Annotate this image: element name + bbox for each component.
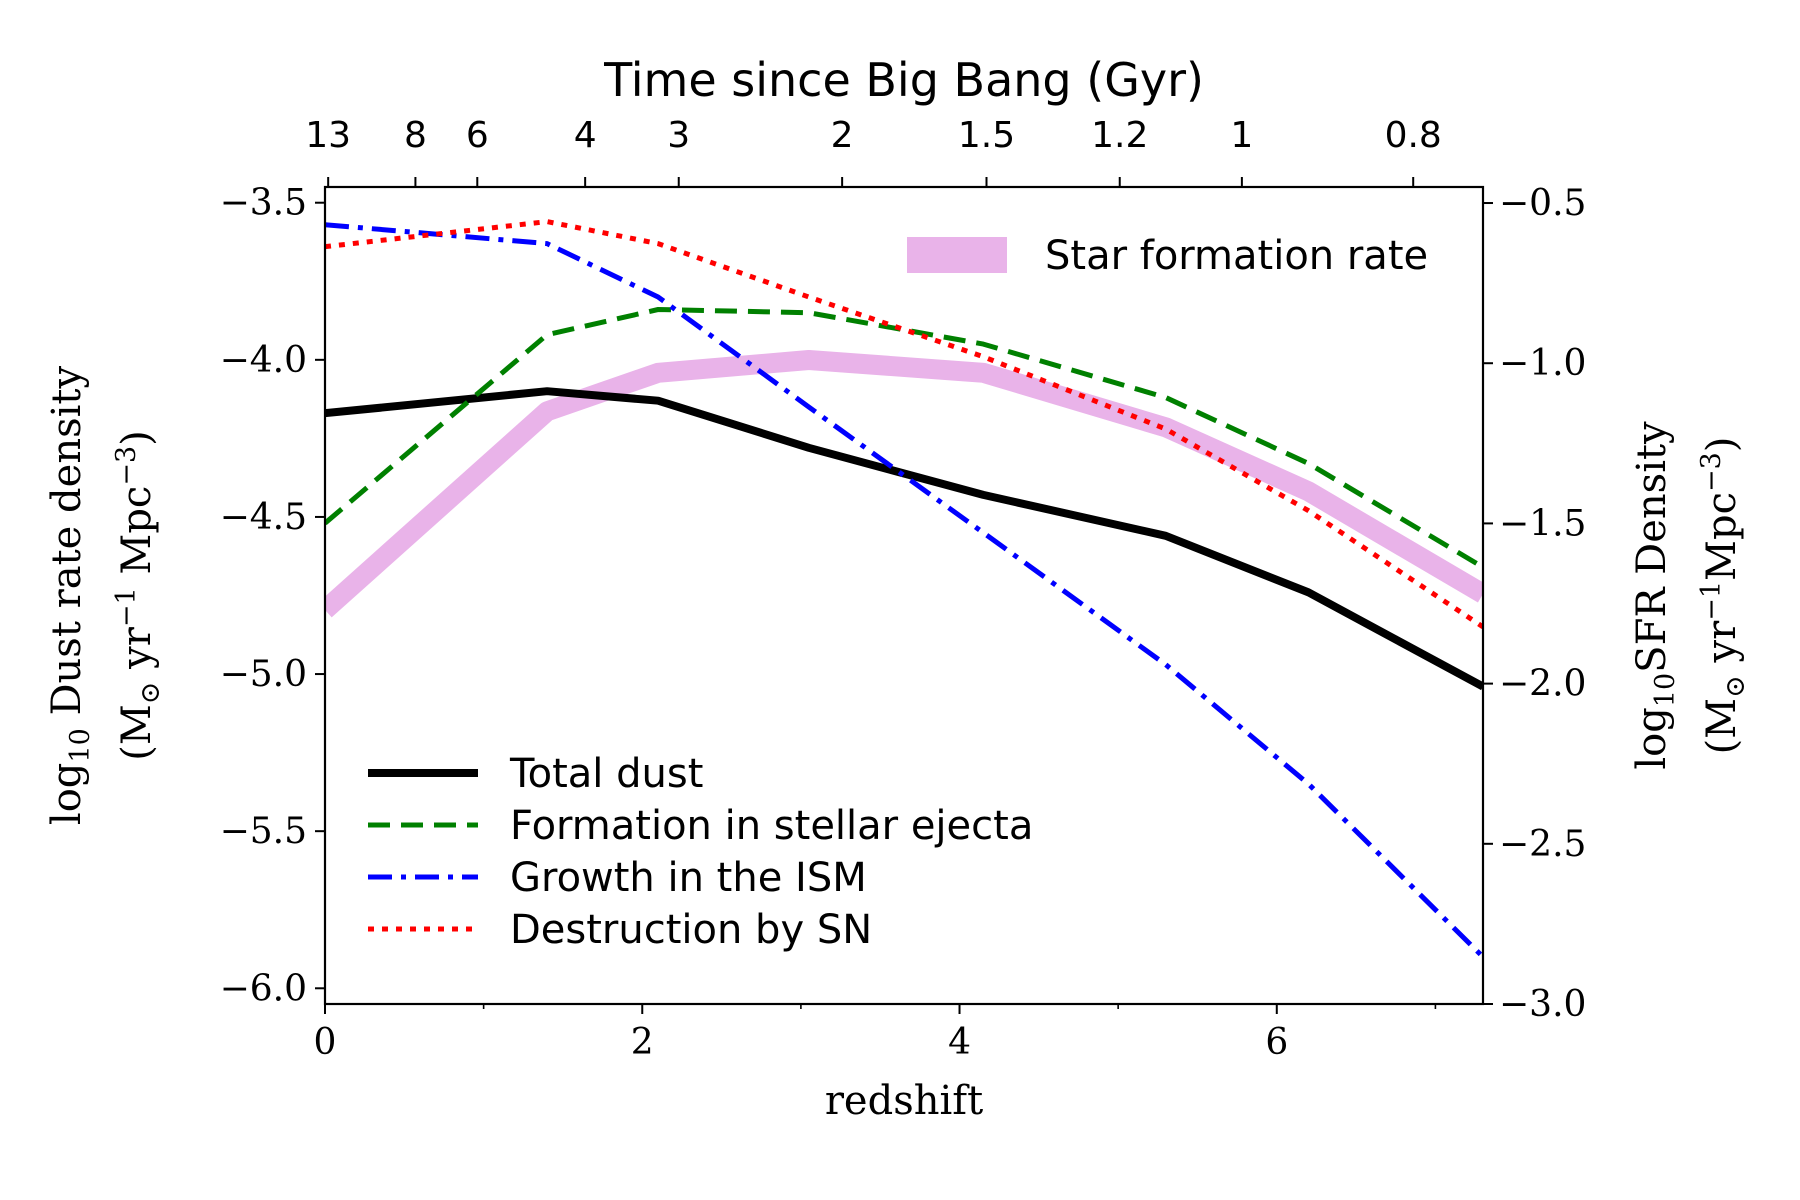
y-right-tick-label: −3.0 <box>1499 984 1586 1025</box>
top-tick-label: 0.8 <box>1385 115 1442 156</box>
top-tick-label: 13 <box>305 115 351 156</box>
series-line-destruction-by-sn <box>325 219 1483 629</box>
y-axis-sfr-density: −0.5 −1.0 −1.5 −2.0 −2.5 −3.0 log10SFR Density… <box>1483 183 1751 1025</box>
y-left-axis-title: log10 Dust rate density <box>44 366 96 826</box>
y-right-tick-label: −1.0 <box>1499 343 1586 384</box>
x-axis-title: redshift <box>825 1078 983 1124</box>
x-tick-label: 0 <box>314 1022 337 1063</box>
top-tick-label: 8 <box>404 115 427 156</box>
x-axis-redshift: 0 2 4 6 redshift <box>314 1004 1437 1124</box>
y-left-tick-label: −3.5 <box>220 183 307 224</box>
y-right-axis-title: log10SFR Density <box>1629 421 1681 770</box>
y-left-tick-label: −4.5 <box>220 497 307 538</box>
y-left-tick-label: −5.5 <box>220 811 307 852</box>
series-line-growth-in-the-ism <box>325 222 1483 959</box>
y-axis-dust-rate: −3.5 −4.0 −4.5 −5.0 −5.5 −6.0 log10 Dust rate … <box>44 183 325 1009</box>
top-tick-label: 1.5 <box>958 115 1015 156</box>
legend-lower: Total dust Formation in stellar ejecta Gro… <box>368 751 1033 953</box>
top-tick-label: 4 <box>574 115 597 156</box>
top-tick-label: 2 <box>831 115 854 156</box>
legend-label-destruction-by-sn: Destruction by SN <box>510 907 872 953</box>
y-left-tick-label: −5.0 <box>220 654 307 695</box>
top-tick-label: 1.2 <box>1091 115 1148 156</box>
series-line-total-dust <box>325 387 1483 691</box>
plot-frame <box>323 185 1485 1006</box>
y-right-tick-label: −2.0 <box>1499 664 1586 705</box>
legend-label-growth-in-the-ism: Growth in the ISM <box>510 855 867 901</box>
x-tick-label: 6 <box>1265 1022 1288 1063</box>
series-layer <box>325 219 1483 959</box>
x-axis-time-since-big-bang: 13 8 6 4 3 2 1.5 1.2 1 0.8 Time since Big Bang (Gy… <box>305 53 1442 187</box>
top-axis-title: Time since Big Bang (Gyr) <box>603 53 1204 107</box>
legend-label-star-formation-rate: Star formation rate <box>1045 233 1428 279</box>
y-left-axis-units: (M⊙ yr−1 Mpc−3) <box>111 430 166 761</box>
y-right-tick-label: −0.5 <box>1499 183 1586 224</box>
legend-label-formation-in-stellar-ejecta: Formation in stellar ejecta <box>510 803 1033 849</box>
y-right-axis-units: (M⊙ yr−1Mpc−3) <box>1696 437 1751 755</box>
x-tick-label: 4 <box>948 1022 971 1063</box>
x-tick-label: 2 <box>631 1022 654 1063</box>
y-left-tick-label: −6.0 <box>220 968 307 1009</box>
series-line-formation-in-stellar-ejecta <box>325 307 1483 570</box>
top-tick-label: 3 <box>667 115 690 156</box>
y-left-tick-label: −4.0 <box>220 340 307 381</box>
legend-upper: Star formation rate <box>907 233 1428 279</box>
series-line-star-formation-rate <box>325 350 1483 618</box>
legend-label-total-dust: Total dust <box>509 751 703 797</box>
y-right-tick-label: −1.5 <box>1499 503 1586 544</box>
top-tick-label: 6 <box>466 115 489 156</box>
legend-swatch-star-formation-rate <box>907 237 1007 273</box>
top-tick-label: 1 <box>1230 115 1253 156</box>
y-right-tick-label: −2.5 <box>1499 824 1586 865</box>
